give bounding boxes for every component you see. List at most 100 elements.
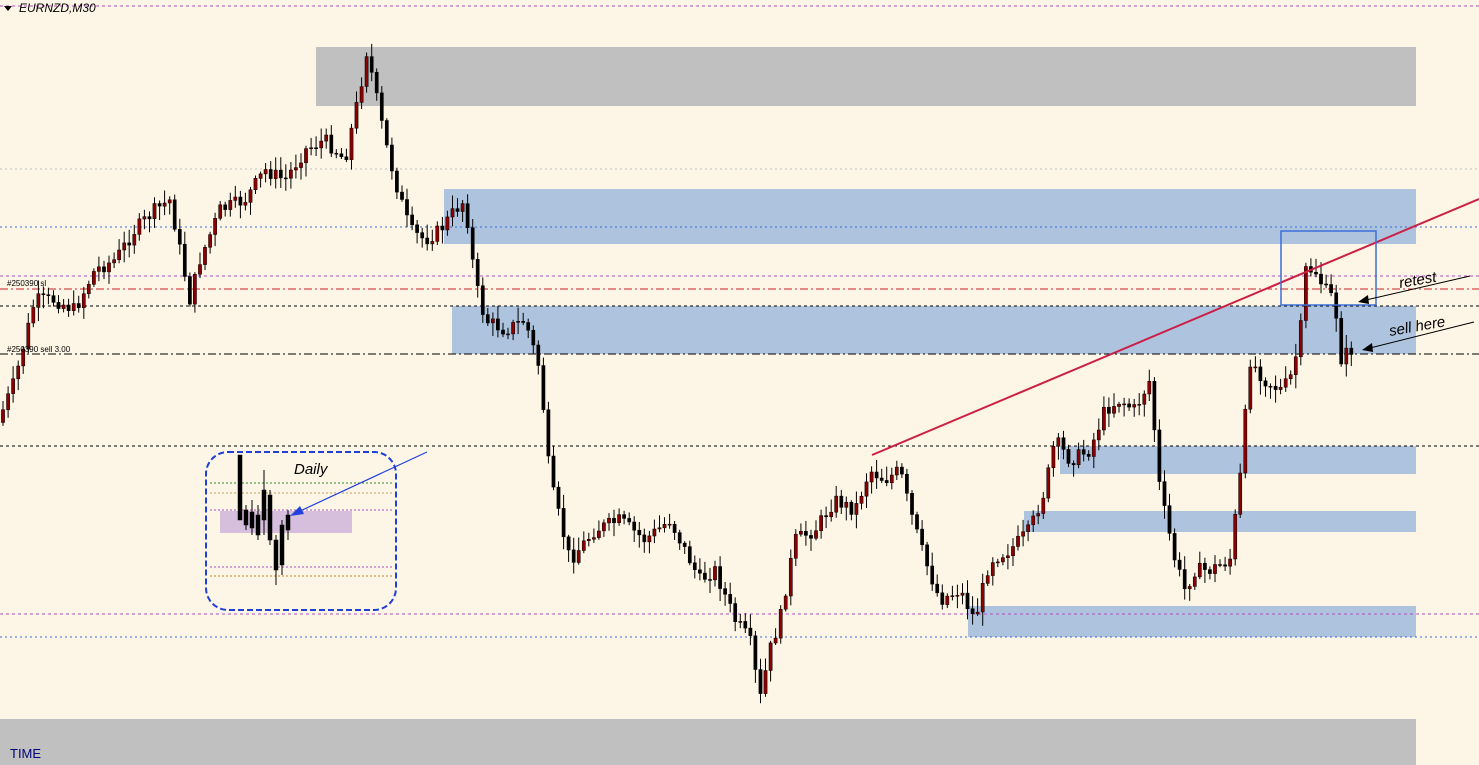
candle-body [460, 203, 465, 212]
candle-body [915, 514, 919, 530]
daily-candle-body [243, 509, 249, 526]
candle-body [910, 493, 914, 515]
candle-body [551, 455, 556, 488]
candle-body [945, 595, 950, 605]
candle-body [1081, 449, 1086, 455]
candle-body [339, 153, 344, 158]
candle-body [1096, 429, 1101, 441]
candle-body [1036, 513, 1041, 517]
candle-body [289, 169, 293, 179]
candle-body [188, 276, 192, 305]
candle-body [405, 199, 409, 216]
candle-body [1324, 283, 1328, 286]
candle-body [566, 536, 571, 551]
candle-body [698, 569, 702, 574]
candle-body [1066, 449, 1071, 464]
candle-body [86, 284, 91, 294]
candle-body [1228, 558, 1232, 567]
candle-body [137, 218, 142, 235]
candle-body [561, 508, 566, 538]
daily-inset-candles [237, 454, 291, 585]
candle-body [1056, 437, 1061, 447]
demand-zone-blue-2 [1024, 511, 1416, 532]
daily-candle-body [249, 511, 255, 529]
daily-candle-body [267, 494, 273, 541]
candle-body [627, 518, 632, 523]
candle-body [743, 621, 748, 629]
candle-body [344, 156, 349, 160]
candle-body [1, 409, 5, 423]
candle-body [622, 514, 626, 519]
candle-body [152, 203, 157, 220]
supply-zone-blue-upper [444, 189, 1416, 244]
candle-body [294, 167, 298, 171]
candle-body [571, 549, 576, 563]
candle-body [349, 127, 354, 160]
candle-body [1061, 437, 1066, 450]
candle-body [304, 148, 308, 164]
candle-body [314, 147, 318, 149]
candle-body [1304, 266, 1308, 321]
candle-body [485, 314, 490, 324]
candle-body [687, 546, 692, 564]
candle-body [435, 225, 440, 242]
candle-body [465, 203, 470, 228]
candle-body [36, 293, 41, 308]
candle-body [975, 611, 980, 615]
candle-body [809, 535, 813, 539]
candle-body [763, 670, 768, 694]
candle-body [450, 208, 455, 218]
candle-body [480, 285, 485, 315]
candle-body [692, 562, 697, 570]
candle-body [576, 550, 581, 563]
candle-body [834, 495, 839, 513]
candle-body [617, 514, 621, 524]
candle-body [309, 147, 313, 149]
candle-body [511, 322, 515, 335]
candle-body [667, 523, 672, 526]
candle-body [1157, 429, 1162, 482]
candle-body [253, 178, 258, 190]
candle-body [112, 259, 116, 264]
candle-body [1142, 393, 1147, 405]
candle-body [501, 329, 505, 335]
candle-body [839, 495, 844, 508]
candle-body [1051, 446, 1056, 468]
candle-body [1152, 381, 1157, 431]
daily-candle-body [279, 524, 285, 566]
candle-body [1203, 562, 1207, 570]
candle-body [364, 56, 369, 87]
symbol-dropdown-icon[interactable] [4, 6, 12, 11]
candle-body [950, 595, 955, 597]
candle-body [773, 637, 778, 644]
candle-body [960, 592, 965, 596]
candle-body [783, 595, 788, 610]
candle-body [46, 294, 51, 296]
candle-body [793, 533, 798, 559]
candle-body [223, 204, 228, 210]
daily-inset-border [205, 451, 397, 611]
candle-body [228, 200, 233, 210]
candle-body [642, 534, 647, 543]
candle-body [410, 214, 414, 226]
candle-body [672, 523, 677, 533]
candle-body [1208, 569, 1212, 574]
candle-body [541, 365, 546, 410]
stop-loss-label: #250390 sl [7, 279, 46, 288]
candle-body [849, 501, 854, 515]
candle-body [1167, 505, 1172, 534]
candle-body [359, 86, 364, 103]
candle-body [16, 365, 21, 380]
candle-body [1344, 347, 1349, 365]
candle-body [814, 530, 818, 539]
zone-blue-entry [452, 306, 1416, 354]
candle-body [92, 271, 96, 285]
daily-candle-body [285, 514, 291, 531]
candle-body [884, 480, 889, 484]
candle-body [824, 515, 828, 518]
candle-body [1314, 271, 1318, 275]
candle-body [395, 170, 399, 193]
candle-body [1162, 481, 1167, 506]
candle-body [768, 642, 773, 671]
